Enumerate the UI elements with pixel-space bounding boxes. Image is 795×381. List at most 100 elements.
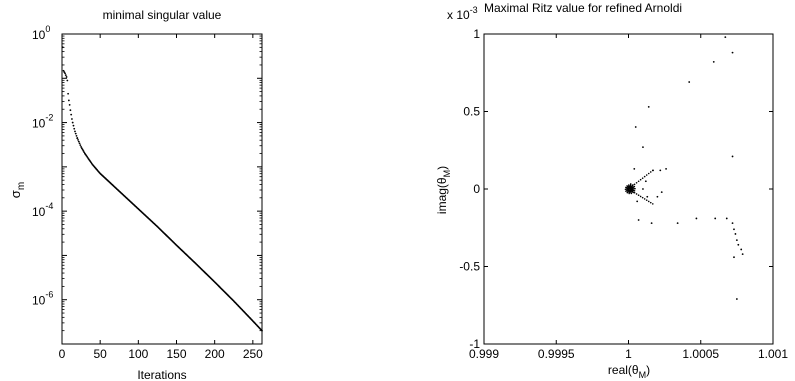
right-x-tick-label: 1.001 [758,347,788,361]
right-data-point [644,180,647,183]
right-data-point [633,185,636,188]
left-data-point [73,127,76,130]
right-data-point [636,200,639,203]
left-y-tick-base: 10 [32,28,46,42]
right-data-point [637,180,640,183]
right-data-point [688,81,691,83]
right-data-point [626,185,628,187]
svg-text:σm: σm [8,182,27,198]
left-data-point [72,124,75,127]
left-data-point [63,71,66,73]
left-data-point [78,142,81,145]
right-data-point [645,199,648,201]
right-data-point [646,195,649,198]
left-x-tick-label: 200 [205,347,225,361]
right-data-point [660,191,663,194]
right-data-point [641,177,644,179]
right-data-point [741,253,744,256]
left-data-point [79,144,82,147]
left-data-point [74,132,77,135]
right-data-point [676,222,679,225]
left-y-tick-base: 10 [32,205,46,219]
right-data-point [626,191,629,194]
right-plot-multiplier: x 10-3 [447,5,478,22]
right-y-axis-label-main: imag(θ [435,177,449,214]
right-plot-multiplier-exponent: -3 [470,5,478,15]
left-data-point [70,113,73,116]
left-data-point [81,148,84,151]
left-y-tick-base: 10 [32,117,46,131]
left-y-tick-base: 10 [32,294,46,308]
right-data-point [656,195,659,198]
right-x-axis-label-main: real(θ [608,363,639,377]
right-plot: Maximal Ritz value for refined Arnoldi x… [435,1,788,380]
left-y-axis-label-main: σ [8,190,23,198]
left-x-ticks: 0 50 100 150 200 250 [59,34,263,361]
left-data-point [83,151,86,154]
left-data-point [75,134,78,137]
right-data-point [659,169,662,172]
left-data-point [71,118,73,120]
left-data-point [65,76,68,78]
right-data-point [665,167,667,170]
left-data-point [69,109,72,112]
right-data-point [628,192,630,195]
right-data-point [629,183,632,185]
right-data-point [629,186,632,189]
right-data-point [637,194,640,196]
right-y-axis-label-subscript: M [442,170,452,178]
right-data-point [734,233,737,235]
right-data-point [731,51,734,54]
right-data-point [695,217,698,220]
left-y-tick-label: 10-2 [32,113,53,131]
left-y-tick-label: 10-6 [32,290,53,308]
right-data-point [733,256,735,259]
right-y-ticks: 1 0.5 0 -0.5 -1 [459,27,773,351]
right-data-point [651,203,654,205]
right-data-point [649,201,652,204]
right-x-tick-label: 0.9995 [538,347,575,361]
right-data-point [735,298,738,300]
right-plot-title: Maximal Ritz value for refined Arnoldi [484,1,682,15]
left-plot-title: minimal singular value [103,8,222,22]
right-data-point [735,239,738,242]
right-x-axis-label-subscript: M [639,370,647,380]
left-data-point [61,46,64,49]
right-data-point [630,192,633,195]
right-data-point [634,187,636,190]
right-data-point [731,222,734,225]
left-data-point [67,92,70,95]
left-data-point [261,329,263,332]
right-x-tick-label: 1 [625,347,632,361]
right-y-tick-label: -0.5 [459,260,480,274]
right-y-axis-label: imag(θM) [435,166,452,214]
right-data-point [639,195,642,198]
right-data-point [627,184,630,186]
left-x-axis-label: Iterations [137,368,186,381]
right-data-point [624,188,627,191]
right-y-tick-label: -1 [469,337,480,351]
right-data-point [642,146,644,149]
right-data-point [635,182,638,184]
right-data-point [643,175,646,178]
svg-text:imag(θM): imag(θM) [435,166,452,214]
left-data-point [77,140,80,143]
right-data-point [633,167,636,170]
right-data-point [649,171,652,173]
right-data-point [629,189,632,192]
left-x-tick-label: 250 [243,347,263,361]
right-data-point [643,198,646,200]
left-data-point [67,99,70,102]
left-x-tick-label: 0 [59,347,66,361]
left-y-tick-exponent: 0 [45,24,50,34]
left-y-tick-exponent: -2 [45,113,53,123]
left-data-point [64,74,67,77]
right-data-point [647,172,650,175]
left-y-tick-exponent: -4 [45,201,53,211]
left-plot: minimal singular value 0 50 100 150 200 250 1… [8,8,263,381]
right-x-axis-label: real(θM) [608,363,650,380]
right-data-point [731,155,734,158]
right-y-tick-label: 0.5 [463,105,480,119]
left-data-point [74,130,76,133]
